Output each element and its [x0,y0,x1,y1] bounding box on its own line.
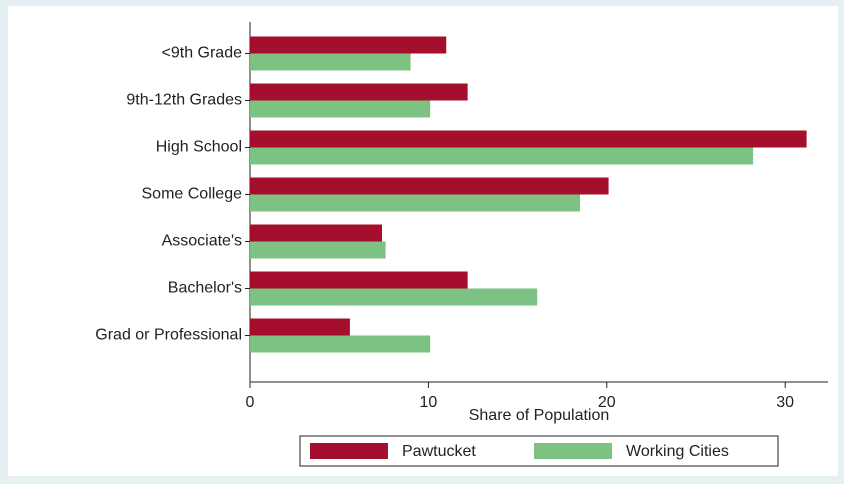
x-tick-label: 30 [776,394,794,411]
bar [250,271,468,289]
bar [250,224,383,242]
y-tick-label: Associate's [162,233,242,250]
bar [250,130,807,148]
y-tick-label: Some College [142,186,243,203]
x-tick-label: 20 [598,394,616,411]
bar [250,241,386,259]
legend-swatch [534,443,612,459]
bar [250,194,581,212]
bar [250,100,431,118]
legend-label: Working Cities [626,443,729,460]
y-tick-label: High School [156,139,242,156]
bar [250,288,538,306]
x-tick-label: 0 [246,394,255,411]
x-tick-label: 10 [419,394,437,411]
bar [250,147,754,165]
bar [250,53,411,71]
bar [250,83,468,101]
bar [250,36,447,54]
y-tick-label: 9th-12th Grades [126,92,242,109]
bar [250,335,431,353]
y-tick-label: <9th Grade [162,45,243,62]
y-tick-label: Grad or Professional [95,327,242,344]
legend-label: Pawtucket [402,443,476,460]
bar [250,177,609,195]
bar [250,318,350,336]
legend-swatch [310,443,388,459]
x-axis-label: Share of Population [469,407,610,424]
y-tick-label: Bachelor's [168,280,242,297]
